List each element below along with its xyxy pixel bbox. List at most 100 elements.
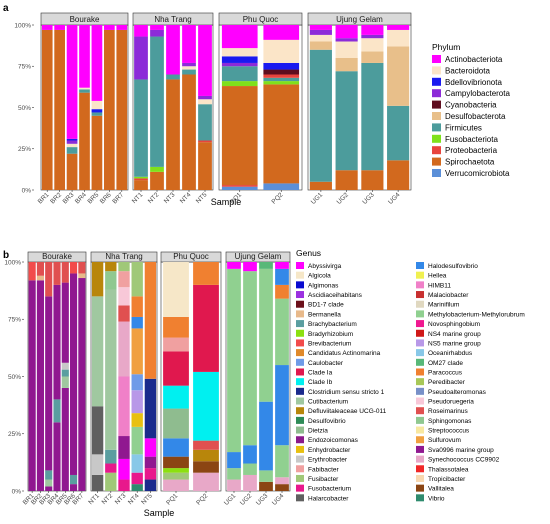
bar-segment: [259, 401, 273, 471]
legend-label: Defluviitaleaceae UCG-011: [308, 408, 387, 415]
legend-label: Ascidiaceihabitans: [308, 292, 363, 299]
x-tick-label: NT3: [114, 492, 128, 506]
bar-segment: [118, 376, 130, 437]
legend-label: Fusobacteriota: [445, 135, 498, 144]
bar-segment: [144, 378, 157, 439]
legend-swatch: [416, 484, 424, 492]
bar-segment: [144, 468, 157, 480]
bar-segment: [53, 399, 61, 423]
legend-swatch: [416, 281, 424, 289]
bar-segment: [163, 262, 189, 317]
panel-label: b: [3, 250, 9, 261]
legend-swatch: [296, 426, 304, 434]
x-tick-label: BR5: [86, 191, 100, 205]
bar-segment: [227, 452, 241, 469]
bar-segment: [335, 41, 358, 58]
bar-segment: [131, 374, 143, 391]
legend-label: Brevibacterium: [308, 340, 351, 347]
bar-segment: [275, 484, 289, 491]
x-tick-label: UG3: [361, 191, 376, 206]
facet-strip-label: Bourake: [70, 15, 100, 24]
legend-swatch: [416, 378, 424, 386]
bar-segment: [79, 87, 90, 90]
bar-segment: [144, 438, 157, 457]
bar-segment: [193, 284, 219, 372]
bar-segment: [361, 51, 384, 63]
legend-label: Vallitalea: [428, 486, 454, 493]
bar-segment: [53, 422, 61, 491]
bar-segment: [166, 79, 180, 190]
bar-segment: [221, 66, 258, 82]
y-tick-label: 75%: [18, 64, 31, 71]
legend-label: Halodesulfovibrio: [428, 263, 478, 270]
bar-segment: [227, 479, 241, 491]
legend-swatch: [432, 100, 441, 109]
bar-segment: [221, 186, 258, 190]
bar-segment: [79, 89, 90, 93]
bar-segment: [221, 86, 258, 186]
x-tick-label: UG4: [387, 191, 402, 206]
bar-segment: [193, 461, 219, 473]
bar-segment: [70, 484, 78, 491]
bar-segment: [275, 284, 289, 299]
legend-swatch: [416, 339, 424, 347]
legend-label: Clostridium sensu stricto 1: [308, 389, 385, 396]
bar-segment: [36, 280, 44, 491]
bar-segment: [66, 138, 78, 141]
bar-segment: [91, 296, 104, 407]
legend-label: Oceanirhabdus: [428, 350, 473, 357]
bar-segment: [259, 481, 273, 491]
bar-segment: [243, 262, 257, 272]
legend-label: Pseudoruegeria: [428, 399, 474, 406]
legend-swatch: [296, 378, 304, 386]
bar-segment: [221, 48, 258, 57]
bar-segment: [227, 468, 241, 480]
y-tick-label: 75%: [8, 317, 21, 324]
legend-swatch: [296, 387, 304, 395]
x-tick-label: NT1: [131, 191, 145, 205]
bar-segment: [387, 160, 410, 190]
bar-segment: [263, 77, 300, 82]
bar-segment: [118, 262, 130, 272]
bar-segment: [387, 25, 410, 30]
legend-label: Sva0996 marine group: [428, 447, 494, 454]
bar-segment: [309, 34, 332, 42]
bar-segment: [275, 445, 289, 478]
bar-segment: [309, 49, 332, 182]
x-axis-title: Sample: [144, 508, 175, 518]
bar-segment: [61, 387, 69, 491]
bar-segment: [150, 171, 164, 190]
bar-segment: [91, 474, 104, 491]
bar-segment: [193, 449, 219, 462]
legend-swatch: [296, 368, 304, 376]
x-tick-label: NT5: [140, 492, 154, 506]
legend-swatch: [296, 329, 304, 337]
bar-segment: [45, 262, 53, 297]
legend-swatch: [416, 300, 424, 308]
bar-segment: [134, 25, 148, 37]
bar-segment: [259, 470, 273, 482]
legend-swatch: [432, 146, 441, 155]
x-tick-label: NT4: [179, 191, 193, 205]
legend-label: Firmicutes: [445, 123, 482, 132]
x-tick-label: PQ2: [271, 191, 285, 205]
bar-segment: [131, 426, 143, 455]
bar-segment: [387, 105, 410, 161]
bar-segment: [118, 436, 130, 459]
bar-segment: [150, 36, 164, 167]
facet-strip-label: Nha Trang: [105, 252, 142, 261]
legend-label: Halarcobacter: [308, 495, 349, 502]
legend-label: Fabibacter: [308, 466, 340, 473]
bar-segment: [387, 46, 410, 106]
legend-label: Bermanella: [308, 311, 341, 318]
legend-swatch: [416, 465, 424, 473]
y-tick-label: 50%: [18, 105, 31, 112]
legend-swatch: [296, 455, 304, 463]
bar-segment: [221, 25, 258, 49]
bar-segment: [198, 140, 212, 143]
legend-label: Bacteroidota: [445, 66, 490, 75]
x-tick-label: UG1: [223, 492, 238, 507]
bar-segment: [243, 474, 257, 491]
legend-swatch: [416, 271, 424, 279]
bar-segment: [361, 34, 384, 39]
